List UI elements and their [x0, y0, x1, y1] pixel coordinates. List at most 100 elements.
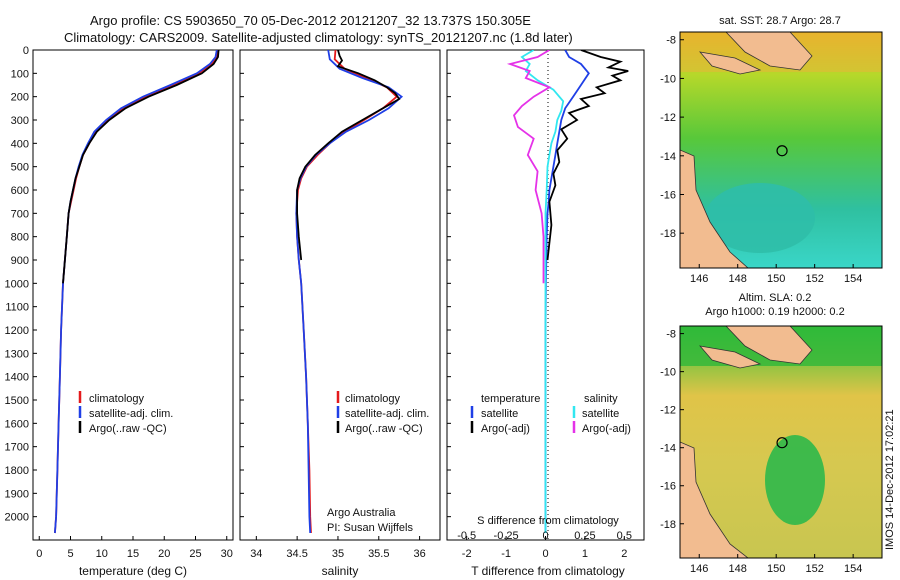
land-australia: [680, 441, 749, 558]
legend-label-argo: Argo(..raw -QC): [345, 423, 423, 435]
x-tick-label: 25: [189, 548, 201, 560]
temperature-xlabel: temperature (deg C): [79, 564, 187, 578]
lon-tick-label: 146: [690, 273, 708, 285]
legend-label-satellite: satellite-adj. clim.: [345, 408, 429, 420]
x-tick-label: 10: [96, 548, 108, 560]
depth-tick-label: 1700: [5, 442, 29, 454]
x-tick-label: 0: [542, 548, 548, 560]
top-tick-label: 0: [542, 530, 548, 542]
legend-label-climatology: climatology: [345, 393, 401, 405]
lat-tick-label: -18: [660, 519, 676, 531]
temperature-series: [54, 50, 220, 534]
lon-tick-label: 146: [690, 563, 708, 575]
sla-map-axes: 146 148 150 152 154 -8 -10 -12 -14 -16 -18: [660, 329, 862, 575]
series-line-climatology: [295, 50, 399, 534]
argo-position-marker: [776, 437, 788, 449]
figure-title-line2: Climatology: CARS2009. Satellite-adjuste…: [64, 30, 573, 45]
land-png-south: [698, 345, 762, 369]
difference-top-label: S difference from climatology: [477, 515, 619, 527]
depth-tick-label: 900: [11, 255, 29, 267]
legend-label-s-satellite: satellite: [582, 408, 619, 420]
lat-tick-label: -16: [660, 481, 676, 493]
salinity-legend: climatology satellite-adj. clim. Argo(..…: [336, 391, 429, 435]
depth-tick-label: 1900: [5, 488, 29, 500]
x-tick-label: 35.5: [368, 548, 389, 560]
legend-label-climatology: climatology: [89, 393, 145, 405]
series-line-salinity-satellite: [520, 50, 565, 533]
depth-tick-label: 1500: [5, 395, 29, 407]
depth-tick-label: 1300: [5, 348, 29, 360]
sla-green-patch: [765, 435, 825, 525]
temperature-legend: climatology satellite-adj. clim. Argo(..…: [78, 391, 173, 435]
lon-tick-label: 154: [844, 273, 862, 285]
depth-tick-label: 100: [11, 68, 29, 80]
lat-tick-label: -12: [660, 112, 676, 124]
sst-map-title: sat. SST: 28.7 Argo: 28.7: [719, 15, 841, 27]
top-tick-label: -0.5: [457, 530, 476, 542]
x-tick-label: 30: [221, 548, 233, 560]
sla-map: [680, 326, 882, 558]
depth-tick-label: 0: [23, 45, 29, 57]
lon-tick-label: 152: [805, 563, 823, 575]
credit-line2: PI: Susan Wijffels: [327, 522, 413, 534]
sla-map-title-line2: Argo h1000: 0.19 h2000: 0.2: [705, 306, 844, 318]
legend-label-satellite: satellite-adj. clim.: [89, 408, 173, 420]
depth-tick-label: 1000: [5, 278, 29, 290]
sla-map-frame: [679, 325, 883, 559]
lon-tick-label: 150: [767, 563, 785, 575]
x-tick-label: 0: [36, 548, 42, 560]
figure-title-line1: Argo profile: CS 5903650_70 05-Dec-2012 …: [90, 13, 531, 28]
series-line-satellite-adj-clim-: [295, 50, 404, 534]
salinity-xlabel: salinity: [322, 564, 359, 578]
difference-series: [506, 50, 629, 533]
difference-xlabel: T difference from climatology: [471, 564, 625, 578]
land-png: [725, 326, 813, 365]
depth-axis: 0 100 200 300 400 500 600 700 800 900 1000 1100 1200…: [5, 45, 451, 524]
x-tick-label: 1: [582, 548, 588, 560]
land-australia: [680, 149, 749, 268]
legend-label-t-argo: Argo(-adj): [481, 423, 530, 435]
x-tick-label: 15: [127, 548, 139, 560]
lat-tick-label: -8: [666, 329, 676, 341]
salinity-series: [295, 50, 404, 534]
depth-tick-label: 200: [11, 92, 29, 104]
lat-tick-label: -10: [660, 73, 676, 85]
lat-tick-label: -12: [660, 405, 676, 417]
credit-line1: Argo Australia: [327, 507, 396, 519]
lat-tick-label: -14: [660, 151, 676, 163]
x-tick-label: -1: [501, 548, 511, 560]
depth-tick-label: 400: [11, 138, 29, 150]
argo-position-marker: [776, 145, 788, 157]
salinity-x-axis: 34 34.5 35 35.5 36: [250, 536, 426, 560]
depth-tick-label: 2000: [5, 512, 29, 524]
series-line-satellite-adj-clim-: [54, 50, 218, 534]
series-line-argo-raw-qc-: [296, 50, 401, 261]
depth-tick-label: 1200: [5, 325, 29, 337]
difference-legend: temperature salinity satellite Argo(-adj…: [470, 393, 631, 435]
sst-cool-patch: [705, 183, 815, 253]
sst-map-frame: [679, 31, 883, 269]
x-tick-label: 20: [158, 548, 170, 560]
depth-tick-label: 300: [11, 115, 29, 127]
top-tick-label: -0.25: [494, 530, 519, 542]
legend-label-t-satellite: satellite: [481, 408, 518, 420]
lat-tick-label: -14: [660, 443, 676, 455]
depth-tick-label: 700: [11, 208, 29, 220]
series-line-climatology: [54, 50, 219, 534]
depth-tick-label: 500: [11, 162, 29, 174]
x-tick-label: 34: [250, 548, 262, 560]
depth-tick-label: 1800: [5, 465, 29, 477]
depth-tick-label: 600: [11, 185, 29, 197]
imos-stamp: IMOS 14-Dec-2012 17:02:21: [884, 409, 896, 550]
lat-tick-label: -18: [660, 228, 676, 240]
lon-tick-label: 148: [729, 563, 747, 575]
legend-label-s-argo: Argo(-adj): [582, 423, 631, 435]
depth-tick-label: 800: [11, 232, 29, 244]
x-tick-label: 5: [67, 548, 73, 560]
legend-header-temperature: temperature: [481, 393, 540, 405]
x-tick-label: 34.5: [286, 548, 307, 560]
lat-tick-label: -16: [660, 189, 676, 201]
lon-tick-label: 148: [729, 273, 747, 285]
series-line-argo-raw-qc-: [62, 50, 220, 284]
